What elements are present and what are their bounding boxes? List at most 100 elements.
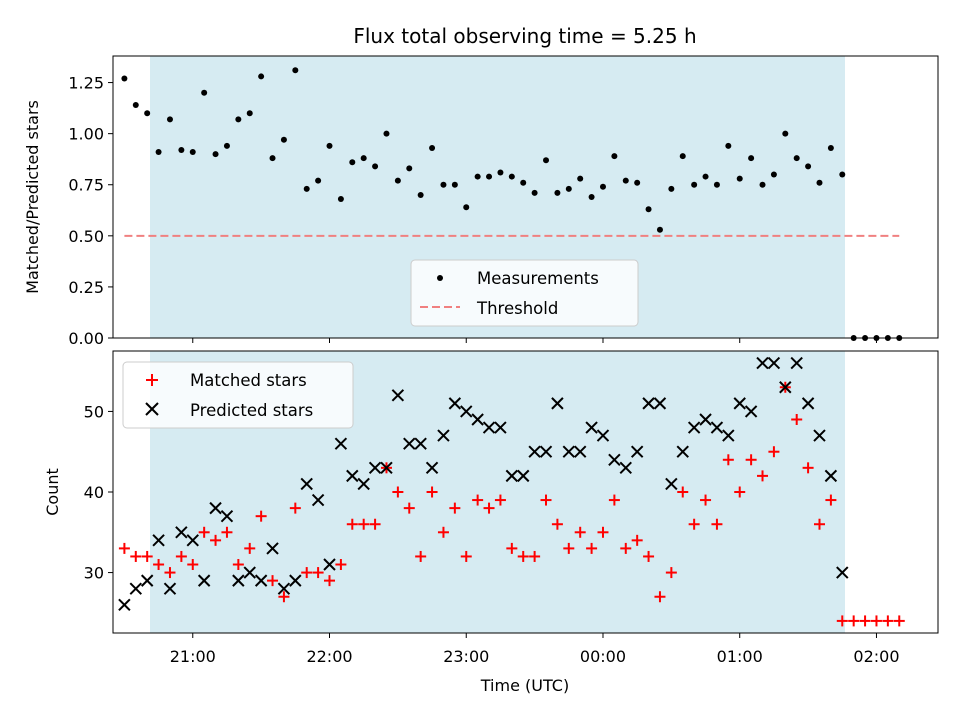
predicted-point [539, 445, 553, 458]
measurement-point [451, 181, 458, 188]
predicted-point [836, 566, 849, 579]
measurement-point [554, 189, 561, 196]
measurement-point [759, 181, 766, 188]
predicted-point [152, 534, 165, 547]
matched-point [836, 615, 848, 627]
measurement-point [816, 179, 823, 186]
predicted-point [175, 526, 188, 539]
matched-point [506, 542, 518, 554]
measurement-point [429, 144, 436, 151]
predicted-point [403, 437, 416, 450]
matched-point [734, 486, 746, 498]
predicted-point [585, 421, 598, 434]
matched-point [722, 454, 734, 466]
measurement-point [531, 189, 538, 196]
predicted-point [357, 477, 370, 491]
predicted-point [471, 413, 484, 426]
matched-point [415, 550, 427, 562]
matched-point [586, 542, 598, 554]
top-y-tick-label: 0.75 [68, 176, 104, 195]
measurement-point [223, 142, 230, 149]
bottom-legend: Matched stars Predicted stars [122, 361, 354, 429]
measurement-point [474, 173, 481, 180]
predicted-point [334, 437, 348, 450]
predicted-point [756, 356, 769, 370]
matched-point [210, 534, 222, 546]
measurement-point [634, 179, 641, 186]
measurement-point [189, 149, 196, 156]
top-legend: Measurements Threshold [410, 259, 639, 327]
predicted-point [824, 469, 838, 483]
matched-point [289, 502, 301, 514]
matched-point [187, 559, 199, 571]
matched-point [882, 615, 894, 627]
matched-point [859, 615, 871, 627]
measurement-point [748, 155, 755, 162]
matched-point [745, 454, 757, 466]
measurement-point [372, 163, 379, 170]
matched-point [403, 502, 415, 514]
measurement-point [725, 142, 732, 149]
matched-point [893, 615, 905, 627]
matched-point [141, 550, 153, 562]
top-y-tick-label: 0.00 [68, 329, 104, 348]
measurement-point [805, 163, 812, 170]
matched-point [255, 510, 267, 522]
measurement-point [736, 175, 743, 182]
matched-point [757, 470, 769, 482]
legend-threshold-label: Threshold [476, 299, 558, 318]
matched-point [324, 575, 336, 587]
predicted-point [266, 542, 279, 555]
measurement-point [520, 179, 527, 186]
measurement-point [246, 110, 253, 117]
predicted-point [368, 461, 382, 475]
matched-point [494, 494, 506, 506]
top-y-tick-label: 0.25 [68, 278, 104, 297]
top-x-ticks [192, 338, 877, 343]
measurement-point [269, 155, 276, 162]
measurement-point [508, 173, 515, 180]
matched-point [221, 526, 233, 538]
predicted-point [186, 534, 199, 547]
predicted-point [129, 582, 142, 595]
legend-predicted-label: Predicted stars [190, 401, 313, 420]
measurement-point [622, 177, 629, 184]
predicted-point [311, 493, 325, 507]
matched-point [244, 542, 256, 554]
predicted-point [460, 405, 473, 418]
matched-point [643, 550, 655, 562]
measurement-point [201, 89, 208, 96]
predicted-point [300, 477, 313, 491]
predicted-point [767, 356, 781, 370]
measurement-point [679, 153, 686, 160]
measurement-point [144, 110, 151, 117]
predicted-point [676, 445, 689, 458]
predicted-point [220, 509, 234, 523]
matched-point [802, 462, 814, 474]
top-y-axis-label: Matched/Predicted stars [23, 100, 42, 294]
measurement-point [166, 116, 173, 123]
measurement-point [132, 102, 139, 109]
measurement-point [793, 155, 800, 162]
measurement-point [668, 185, 675, 192]
bottom-y-tick-label: 40 [84, 483, 104, 502]
predicted-point [277, 582, 291, 595]
measurement-point [258, 73, 265, 80]
matched-point [654, 591, 666, 603]
matched-point [449, 502, 461, 514]
matched-point [870, 615, 882, 627]
predicted-points [118, 356, 849, 612]
legend-measurements-marker [437, 275, 443, 281]
predicted-point [243, 566, 256, 579]
matched-point [620, 542, 632, 554]
measurement-point [588, 194, 595, 200]
matched-point [597, 526, 609, 538]
matched-point [460, 550, 472, 562]
predicted-point [562, 445, 576, 458]
top-y-tick-label: 0.50 [68, 227, 104, 246]
measurement-point [463, 204, 470, 211]
predicted-point [197, 574, 211, 587]
predicted-point [528, 445, 541, 458]
predicted-point [744, 405, 758, 418]
predicted-point [140, 574, 154, 587]
